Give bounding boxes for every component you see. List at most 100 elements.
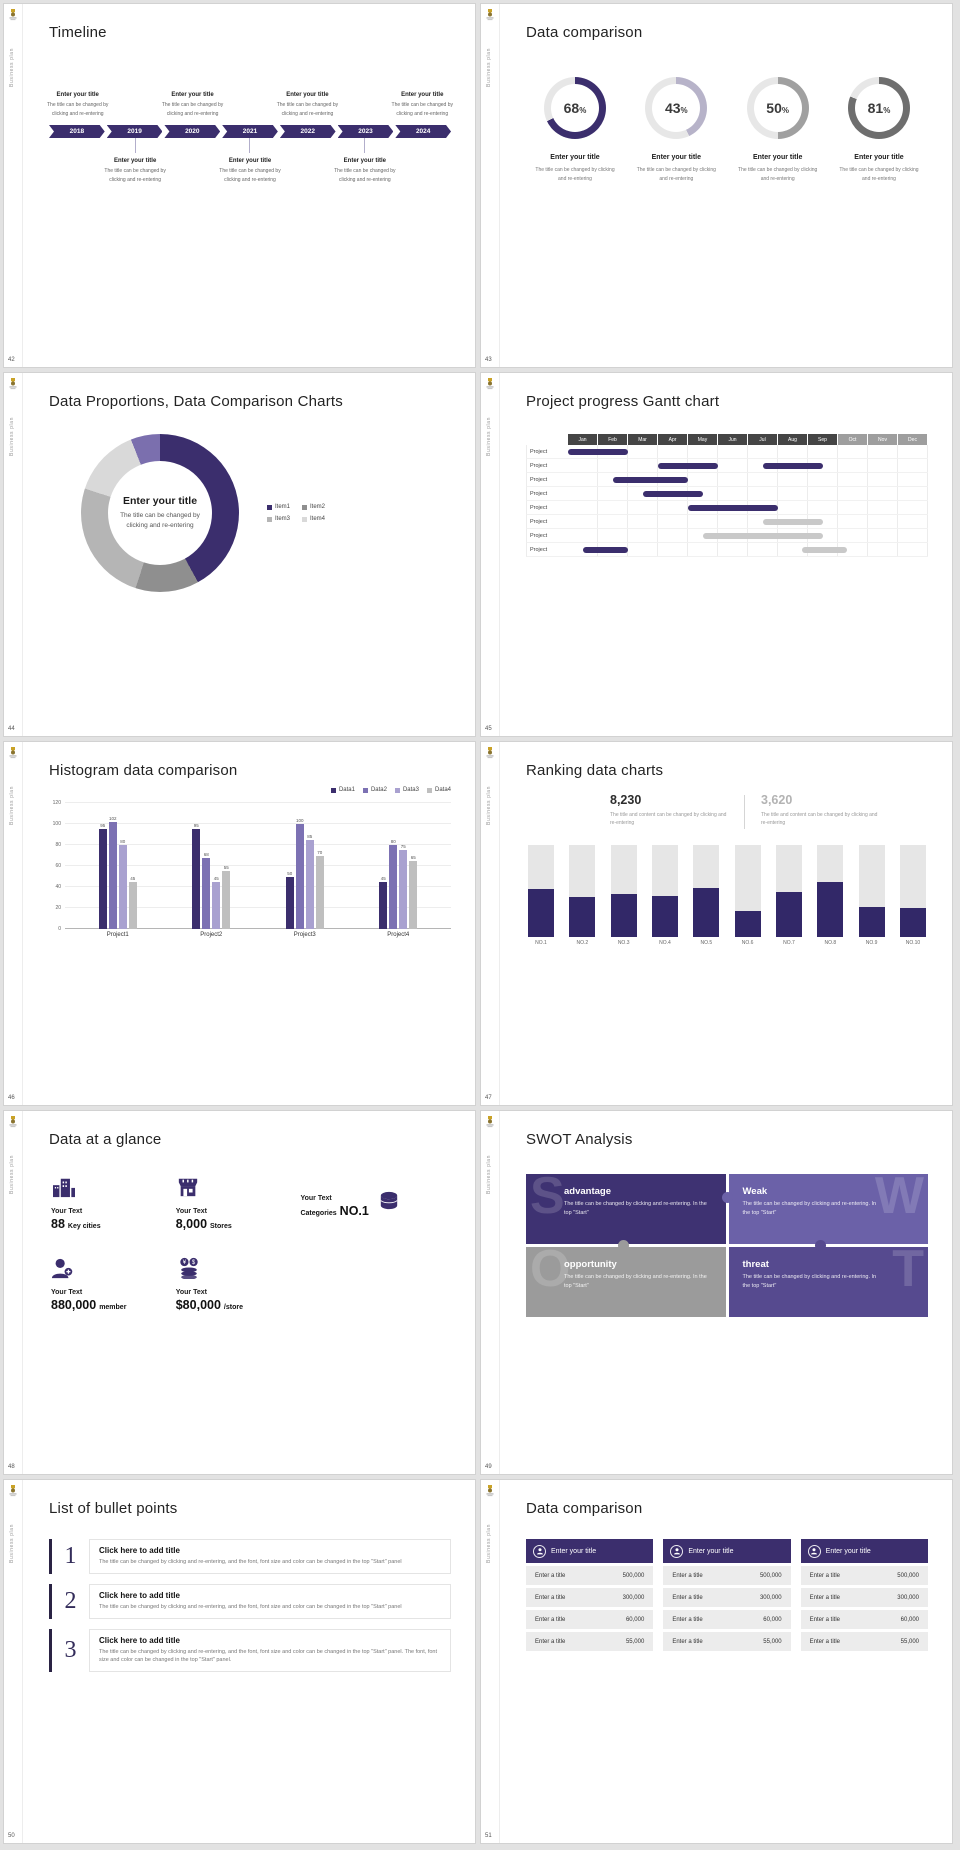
gantt-grid-cell (868, 501, 898, 514)
gantt-row-track (568, 459, 928, 473)
sidebar-vertical-label: Business plan (486, 1524, 492, 1563)
timeline-year-marker: 2019 (107, 125, 163, 138)
slide-body: Data comparison Enter your title Enter a … (500, 1480, 952, 1843)
bar-wrap: 45 (212, 803, 221, 929)
gridline (65, 865, 451, 866)
slide-body: Project progress Gantt chart Jan Feb Mar Ap… (500, 373, 952, 736)
slide-48-data-at-a-glance[interactable]: Business plan 48 Data at a glance Your T… (3, 1110, 476, 1475)
gantt-row-track (568, 515, 928, 529)
swot-letter: T (892, 1247, 924, 1298)
gantt-grid-cell (838, 459, 868, 472)
gantt-grid-cell (808, 529, 838, 542)
gantt-row-label: Project (526, 501, 568, 515)
ranking-bar-fill (734, 911, 761, 937)
bar-value-label: 45 (380, 875, 386, 881)
gantt-grid-cell (598, 459, 628, 472)
gantt-grid-cell (808, 501, 838, 514)
bullet-number: 2 (64, 1587, 77, 1614)
timeline-item-body: The title can be changed by clicking and… (391, 102, 453, 117)
timeline-bottom-slot (164, 138, 221, 184)
gantt-grid-cell (838, 501, 868, 514)
percent-sign: % (579, 106, 587, 115)
y-axis-tick-label: 0 (58, 926, 61, 932)
slide-sidebar: Business plan 49 (481, 1111, 500, 1474)
slide-sidebar: Business plan 43 (481, 4, 500, 367)
gantt-grid-cell (868, 459, 898, 472)
gantt-month-header: Nov (868, 434, 898, 445)
gantt-grid-cell (898, 501, 928, 514)
timeline-item-body: The title can be changed by clicking and… (46, 102, 109, 117)
table-row: Enter a title 60,000 (526, 1610, 654, 1629)
bar (212, 881, 221, 929)
stat-block-right: 3,620 The title and content can be chang… (761, 793, 879, 827)
x-axis-labels: Project1 Project2 Project3 Project4 (65, 932, 451, 938)
puzzle-nub (721, 1192, 733, 1203)
gridline (65, 907, 451, 908)
bullet-item: 1 Click here to add title The title can be… (49, 1539, 451, 1574)
timeline-item: Enter your title The title can be changed… (329, 158, 400, 184)
swot-body: The title can be changed by clicking and… (564, 1201, 707, 1216)
slide-title: Data comparison (526, 24, 643, 41)
bar-group: 45 80 75 65 (379, 803, 418, 929)
bar-wrap: 50 (285, 803, 294, 929)
slide-body: List of bullet points 1 Click here to add… (23, 1480, 475, 1843)
gantt-grid-cell (628, 501, 658, 514)
swot-letter: S (530, 1174, 565, 1225)
stat-suffix: member (99, 1304, 127, 1311)
ranking-bar-fill (899, 908, 926, 937)
stat-value: NO.1 (339, 1203, 369, 1218)
table-row: Enter a title 500,000 (526, 1566, 654, 1585)
slide-50-bullet-points[interactable]: Business plan 50 List of bullet points 1… (3, 1479, 476, 1844)
sidebar-vertical-label: Business plan (9, 1524, 15, 1563)
slide-49-swot-analysis[interactable]: Business plan 49 SWOT Analysis S advanta… (480, 1110, 953, 1475)
timeline-top-slot: Enter your title The title can be changed… (392, 92, 453, 125)
table-row-value: 300,000 (759, 1594, 782, 1601)
gantt-grid-cell (808, 459, 838, 472)
slide-42-timeline[interactable]: Business plan 42 Timeline Enter your tit… (3, 3, 476, 368)
gantt-grid-cell (868, 445, 898, 458)
slide-sidebar: Business plan 48 (4, 1111, 23, 1474)
gantt-grid-cell (748, 445, 778, 458)
gantt-row-track (568, 487, 928, 501)
timeline-item-title: Enter your title (286, 92, 329, 98)
ranking-bar-fill (651, 895, 678, 937)
database-icon (377, 1191, 401, 1216)
slide-46-histogram[interactable]: Business plan 46 Histogram data comparis… (3, 741, 476, 1106)
table-row-value: 55,000 (625, 1638, 645, 1645)
x-axis-category-label: Project1 (106, 932, 129, 938)
gantt-grid-cell (898, 543, 928, 556)
stat-block-left: 8,230 The title and content can be chang… (610, 793, 728, 827)
ranking-bar-column: NO.6 (734, 845, 761, 946)
timeline-top-slot: Enter your title The title can be changed… (47, 92, 108, 125)
slide-44-data-proportions[interactable]: Business plan 44 Data Proportions, Data … (3, 372, 476, 737)
gantt-grid-cell (568, 473, 598, 486)
slide-45-gantt-chart[interactable]: Business plan 45 Project progress Gantt … (480, 372, 953, 737)
page-number: 50 (8, 1833, 15, 1839)
gantt-month-header: Jul (748, 434, 778, 445)
gantt-grid-cell (718, 543, 748, 556)
gantt-month-header: Mar (628, 434, 658, 445)
stat-item-key-cities: Your Text 88 Key cities (51, 1176, 176, 1231)
puzzle-nub (618, 1240, 630, 1251)
gantt-row: Project (526, 473, 928, 487)
page-number: 47 (485, 1095, 492, 1101)
bar (222, 871, 231, 929)
legend-item: Item2 (302, 504, 325, 510)
table-row-value: 500,000 (622, 1572, 645, 1579)
legend-swatch (267, 504, 272, 510)
slide-43-data-comparison[interactable]: Business plan 43 Data comparison 68% Ente… (480, 3, 953, 368)
donut-center: Enter your title The title can be change… (108, 461, 212, 565)
gantt-grid-cell (658, 501, 688, 514)
company-logo-icon (485, 746, 495, 759)
timeline-item-body: The title can be changed by clicking and… (276, 102, 339, 117)
gridline (65, 886, 451, 887)
table-row: Enter a title 500,000 (800, 1566, 928, 1585)
bullet-title: Click here to add title (99, 1635, 180, 1645)
slide-47-ranking-charts[interactable]: Business plan 47 Ranking data charts 8,2… (480, 741, 953, 1106)
company-logo-icon (8, 746, 18, 759)
slide-51-data-comparison-tables[interactable]: Business plan 51 Data comparison Enter y… (480, 1479, 953, 1844)
x-axis-category-label: Project4 (387, 932, 410, 938)
ranking-bar-label: NO.10 (905, 940, 921, 946)
slide-sidebar: Business plan 44 (4, 373, 23, 736)
gantt-row: Project (526, 445, 928, 459)
